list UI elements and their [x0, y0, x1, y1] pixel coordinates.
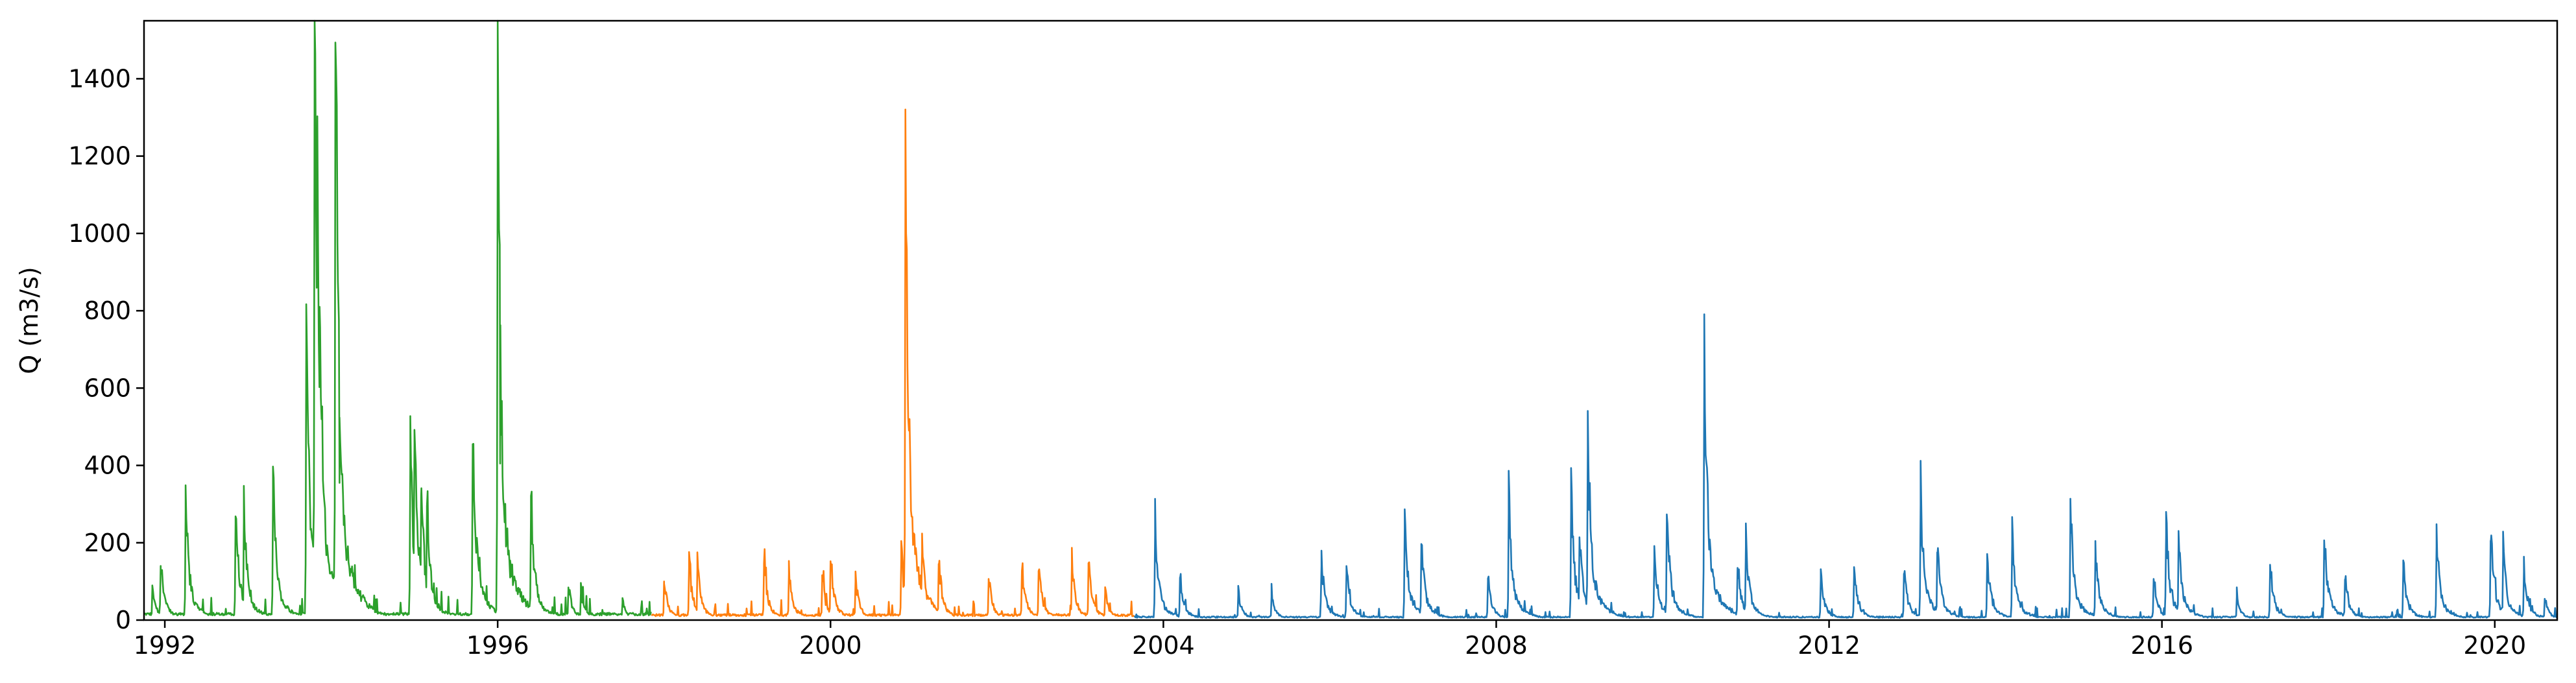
x-tick-label: 2012 [1798, 631, 1860, 660]
y-tick-label: 1200 [68, 142, 131, 171]
x-axis: 1992 1996 2000 2004 2008 2012 2016 2020 [134, 620, 2526, 660]
y-axis-label: Q (m3/s) [15, 267, 43, 374]
x-tick-label: 2020 [2463, 631, 2526, 660]
x-tick-label: 1996 [466, 631, 529, 660]
y-tick-label: 1400 [68, 64, 131, 93]
plot-area-frame [143, 19, 2558, 621]
x-tick-label: 2008 [1465, 631, 1528, 660]
y-axis: 0 200 400 600 800 1000 1200 1400 [68, 64, 144, 634]
y-tick-label: 800 [84, 296, 131, 325]
y-tick-label: 0 [115, 606, 131, 634]
y-tick-label: 600 [84, 374, 131, 402]
series-layer [143, 19, 2558, 619]
series-line-3 [1133, 313, 2558, 619]
x-tick-label: 2000 [799, 631, 862, 660]
x-tick-label: 2004 [1132, 631, 1195, 660]
y-tick-label: 200 [84, 529, 131, 557]
x-tick-label: 1992 [134, 631, 197, 660]
series-line-1 [143, 19, 652, 617]
x-tick-label: 2016 [2130, 631, 2193, 660]
y-tick-label: 1000 [68, 219, 131, 248]
series-line-2 [651, 108, 1135, 617]
y-tick-label: 400 [84, 451, 131, 480]
